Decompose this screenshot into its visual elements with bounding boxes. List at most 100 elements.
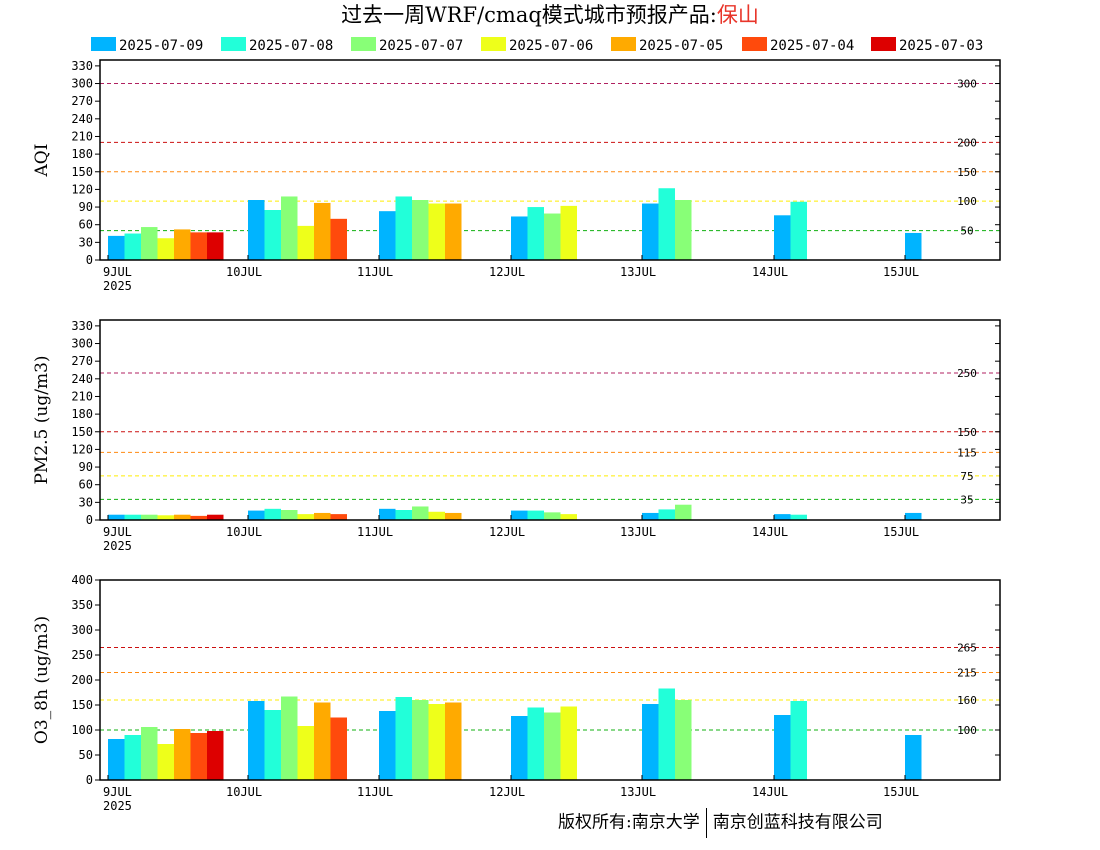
x-tick-label: 13JUL <box>620 525 656 539</box>
bar <box>174 729 191 780</box>
y-tick-label: 60 <box>79 478 93 492</box>
bar <box>141 727 158 780</box>
bar <box>905 232 922 260</box>
bar <box>108 514 125 520</box>
bar <box>207 731 224 780</box>
bar <box>905 512 922 520</box>
copyright-separator <box>705 808 707 838</box>
bar <box>157 515 174 520</box>
x-tick-label: 12JUL <box>489 785 525 799</box>
bar <box>108 739 125 780</box>
bar <box>124 514 141 520</box>
y-tick-label: 90 <box>79 460 93 474</box>
threshold-label: 50 <box>960 225 973 238</box>
legend-swatch <box>221 37 246 51</box>
y-tick-label: 0 <box>86 253 93 267</box>
y-tick-label: 90 <box>79 200 93 214</box>
copyright-right: 南京创蓝科技有限公司 <box>712 812 883 833</box>
x-tick-label: 10JUL <box>226 265 262 279</box>
plot-frame <box>99 319 1001 521</box>
legend-swatch <box>871 37 896 51</box>
x-tick-label: 11JUL <box>357 525 393 539</box>
y-tick-label: 300 <box>71 337 93 351</box>
legend-swatch <box>611 37 636 51</box>
threshold-label: 160 <box>957 694 977 707</box>
bar <box>428 511 445 520</box>
x-year-label: 2025 <box>103 279 132 293</box>
bar <box>544 712 561 780</box>
y-tick-label: 330 <box>71 59 93 73</box>
bar <box>174 229 191 260</box>
threshold-label: 300 <box>957 78 977 91</box>
bar <box>560 706 577 780</box>
bar <box>124 233 141 260</box>
y-tick-label: 150 <box>71 425 93 439</box>
y-tick-label: 330 <box>71 319 93 333</box>
bar <box>412 506 429 520</box>
y-axis-label: PM2.5 (ug/m3) <box>32 355 52 484</box>
bar <box>281 696 298 780</box>
bar <box>207 232 224 260</box>
bar <box>412 200 429 260</box>
bar <box>412 700 429 780</box>
bar <box>108 235 125 260</box>
bar <box>642 704 659 780</box>
bar <box>642 512 659 520</box>
bar <box>281 196 298 260</box>
y-tick-label: 180 <box>71 407 93 421</box>
bar <box>281 510 298 520</box>
y-tick-label: 0 <box>86 513 93 527</box>
bar <box>428 203 445 260</box>
y-tick-label: 270 <box>71 94 93 108</box>
bar <box>141 227 158 260</box>
chart-title-main: 过去一周WRF/cmaq模式城市预报产品: <box>341 3 717 27</box>
chart-title-city: 保山 <box>716 3 759 27</box>
x-tick-label: 9JUL <box>103 785 132 799</box>
bar <box>790 514 807 520</box>
bar <box>264 508 281 520</box>
y-tick-label: 150 <box>71 698 93 712</box>
y-axis-label: O3_8h (ug/m3) <box>32 616 52 744</box>
bar <box>314 702 331 780</box>
y-tick-label: 240 <box>71 372 93 386</box>
x-tick-label: 11JUL <box>357 785 393 799</box>
bar <box>445 702 462 780</box>
bar <box>790 701 807 780</box>
bar <box>675 700 692 780</box>
bar <box>395 697 412 780</box>
bar <box>379 211 396 260</box>
threshold-label: 200 <box>957 136 977 149</box>
y-tick-label: 60 <box>79 218 93 232</box>
x-tick-label: 14JUL <box>752 265 788 279</box>
y-tick-label: 30 <box>79 495 93 509</box>
y-tick-label: 180 <box>71 147 93 161</box>
x-tick-label: 10JUL <box>226 785 262 799</box>
bar <box>675 504 692 520</box>
bar <box>330 514 347 520</box>
bar <box>264 210 281 260</box>
threshold-label: 100 <box>957 195 977 208</box>
bar <box>297 726 314 780</box>
bar <box>190 232 207 260</box>
y-tick-label: 30 <box>79 235 93 249</box>
bar <box>774 715 791 780</box>
bar <box>248 701 265 780</box>
x-tick-label: 15JUL <box>883 785 919 799</box>
bar <box>314 202 331 260</box>
bar <box>675 200 692 260</box>
bar <box>314 512 331 520</box>
legend-label: 2025-07-07 <box>379 38 463 54</box>
y-tick-label: 300 <box>71 77 93 91</box>
legend-swatch <box>351 37 376 51</box>
x-tick-label: 13JUL <box>620 785 656 799</box>
x-tick-label: 14JUL <box>752 785 788 799</box>
y-tick-label: 350 <box>71 598 93 612</box>
y-tick-label: 400 <box>71 573 93 587</box>
bar <box>264 710 281 780</box>
y-tick-label: 120 <box>71 442 93 456</box>
y-tick-label: 50 <box>79 748 93 762</box>
y-tick-label: 210 <box>71 389 93 403</box>
chart-title: 过去一周WRF/cmaq模式城市预报产品:保山 <box>0 0 1100 30</box>
y-tick-label: 300 <box>71 623 93 637</box>
